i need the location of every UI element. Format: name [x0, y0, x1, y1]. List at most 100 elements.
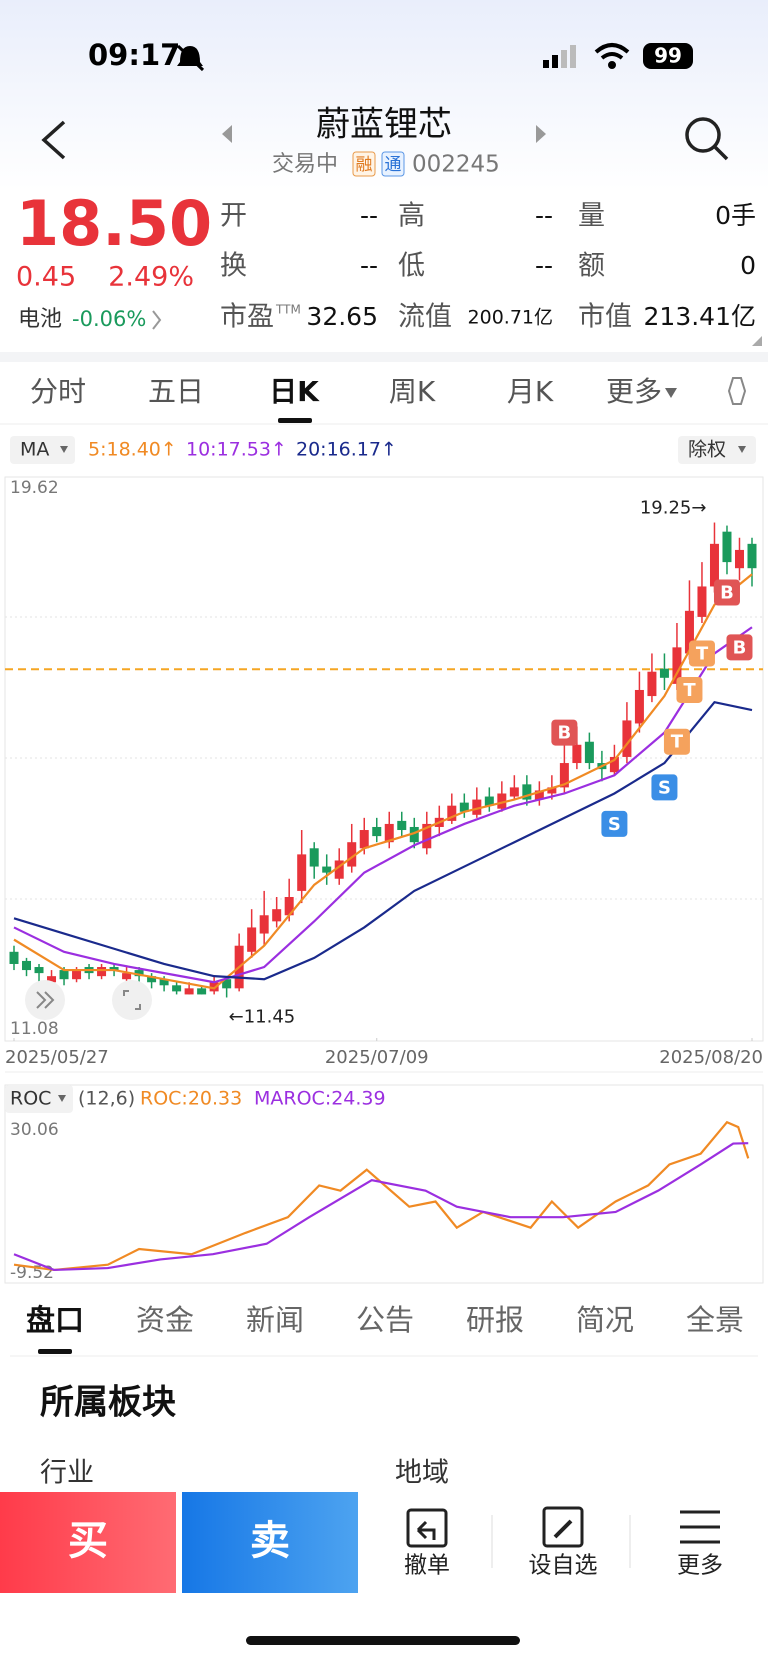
detail-tab[interactable]: 新闻	[246, 1303, 304, 1337]
field-value: 0	[740, 251, 756, 280]
clock: 09:17	[88, 38, 180, 72]
settings-button[interactable]	[727, 377, 747, 405]
candle-body	[697, 586, 707, 617]
candle-body	[647, 671, 657, 697]
x-tick-label: 2025/08/20	[659, 1047, 763, 1068]
indicator-line	[13, 573, 753, 990]
roc-name: ROC	[10, 1088, 51, 1110]
candle-body	[572, 744, 582, 764]
candle-body	[397, 820, 407, 831]
battery	[643, 43, 693, 69]
candle-body	[559, 763, 569, 788]
candle-body	[409, 826, 419, 843]
field-value: 200.71亿	[468, 307, 553, 329]
detail-tab[interactable]: 研报	[466, 1303, 524, 1337]
candle-body	[384, 823, 394, 843]
signal-icon	[543, 45, 576, 68]
stock-code: 002245	[412, 152, 500, 178]
candle-body	[72, 970, 82, 980]
fullscreen-button[interactable]	[112, 980, 152, 1020]
field-value: 213.41亿	[644, 302, 756, 331]
sector-chevron[interactable]	[152, 310, 162, 330]
roc-legend: MAROC:24.39	[254, 1088, 386, 1110]
signal-label: B	[558, 723, 572, 744]
roc-chart: 30.06-9.52	[10, 1120, 750, 1283]
candle-body	[272, 909, 282, 922]
y-tick-label: 19.62	[10, 478, 59, 498]
field-label: 低	[398, 251, 425, 282]
candle-body	[459, 802, 469, 812]
active-indicator	[278, 418, 312, 423]
signal-marker	[651, 774, 678, 801]
next-stock[interactable]	[536, 125, 546, 143]
section-title: 所属板块	[40, 1383, 176, 1423]
candle-body	[734, 549, 744, 569]
stock-name: 蔚蓝锂芯	[316, 105, 452, 145]
signal-marker	[676, 676, 703, 703]
detail-tab[interactable]: 简况	[576, 1303, 634, 1337]
trade-status: 交易中	[272, 152, 338, 177]
candle-body	[497, 793, 507, 809]
sector-change: -0.06%	[72, 307, 146, 331]
period-tab[interactable]: 五日	[148, 375, 204, 408]
candle-body	[284, 897, 294, 916]
period-tab[interactable]: 日K	[269, 375, 320, 408]
roc-legend: ROC:20.33	[140, 1088, 242, 1110]
search-button[interactable]	[685, 117, 729, 161]
adjust-select[interactable]	[678, 436, 756, 464]
buy-label: 买	[68, 1518, 108, 1564]
candle-body	[509, 787, 519, 797]
extreme-label: ←11.45	[229, 1006, 296, 1027]
detail-tab[interactable]: 资金	[136, 1303, 194, 1337]
candle-body	[9, 951, 19, 964]
ma-value: 20:16.17↑	[296, 439, 397, 461]
buy-button[interactable]	[0, 1492, 176, 1593]
signal-marker	[688, 640, 715, 667]
indicator-line	[13, 626, 753, 984]
field-label: 高	[398, 201, 425, 232]
candle-body	[134, 970, 144, 977]
detail-tab[interactable]: 全景	[686, 1303, 744, 1337]
roc-select[interactable]	[5, 1085, 73, 1113]
field-value: --	[360, 251, 378, 280]
x-tick-label: 2025/07/09	[325, 1047, 429, 1068]
sell-button[interactable]	[182, 1492, 358, 1593]
wifi-icon	[594, 43, 630, 69]
candle-body	[722, 531, 732, 563]
more-caret	[665, 388, 677, 398]
candle-body	[34, 967, 44, 974]
y-tick-label: 30.06	[10, 1120, 59, 1140]
field-label: 量	[578, 201, 605, 232]
candle-body	[22, 960, 32, 971]
expand-icon	[36, 991, 55, 1009]
field-value: 0手	[715, 201, 756, 230]
candle-body	[684, 610, 694, 654]
candle-body	[197, 988, 207, 995]
period-tab[interactable]: 周K	[389, 375, 436, 408]
detail-tab[interactable]: 盘口	[26, 1303, 84, 1337]
candle-body	[709, 543, 719, 587]
more-button[interactable]	[680, 1510, 720, 1544]
roc-frame	[4, 1084, 764, 1284]
back-button[interactable]	[41, 120, 66, 160]
period-tab[interactable]: 月K	[507, 375, 554, 408]
ttm-mark: TTM	[275, 303, 301, 317]
field-label: 开	[220, 201, 247, 232]
candle-body	[122, 973, 132, 980]
period-tab[interactable]: 分时	[30, 375, 86, 408]
candle-body	[747, 543, 757, 569]
candle-body	[472, 799, 482, 815]
cancel-button[interactable]	[406, 1508, 448, 1548]
candle-body	[634, 689, 644, 724]
watch-button[interactable]	[542, 1506, 584, 1548]
signal-label: B	[720, 583, 734, 604]
indicator-select[interactable]	[10, 436, 75, 464]
detail-tab[interactable]: 公告	[356, 1303, 414, 1337]
indicator-line	[13, 700, 753, 981]
prev-stock[interactable]	[222, 125, 232, 143]
period-tab[interactable]: 更多	[606, 375, 662, 408]
signal-marker	[713, 579, 740, 606]
field-value: --	[535, 201, 553, 230]
field-label: 市值	[578, 302, 632, 333]
